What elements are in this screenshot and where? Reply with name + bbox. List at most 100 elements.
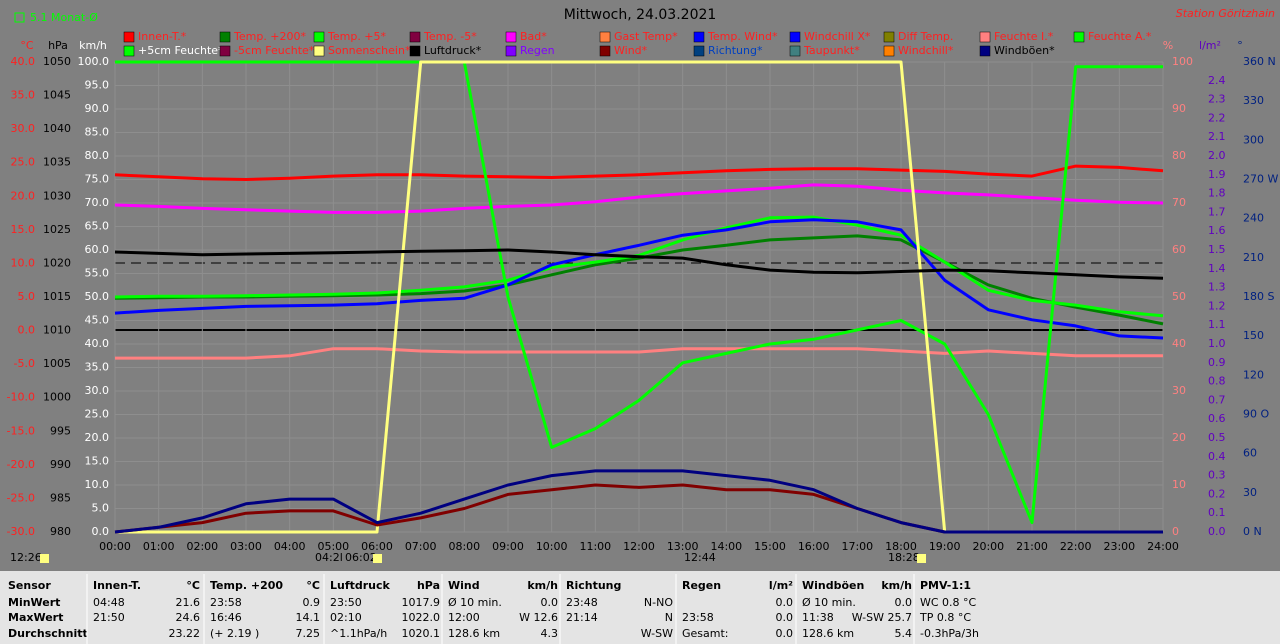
cell-right: W 12.6 <box>519 611 558 624</box>
y-tick-label: 0.0 <box>92 525 110 538</box>
legend-label: Innen-T.* <box>138 30 187 43</box>
y-tick-label: -20.0 <box>7 458 35 471</box>
y-tick-label: 80.0 <box>85 149 110 162</box>
col-header: PMV-1:1 <box>920 579 971 592</box>
y-tick-label: 70.0 <box>85 196 110 209</box>
legend-label: Gast Temp* <box>614 30 678 43</box>
y-tick-label: 2.0 <box>1208 149 1226 162</box>
y-tick-label: 95.0 <box>85 79 110 92</box>
legend-swatch <box>883 31 895 43</box>
legend-label: Windchill* <box>898 44 954 57</box>
y-tick-label: 25.0 <box>85 408 110 421</box>
series-line <box>115 347 1163 360</box>
row-label: MaxWert <box>8 611 63 624</box>
y-tick-label: 0.2 <box>1208 487 1226 500</box>
y-tick-label: -15.0 <box>7 424 35 437</box>
x-tick-label: 14:00 <box>710 540 742 553</box>
y-tick-label: 40 <box>1172 337 1186 350</box>
y-tick-label: 1.9 <box>1208 168 1226 181</box>
legend-swatch <box>313 45 325 57</box>
x-tick-label: 08:00 <box>448 540 480 553</box>
y-tick-label: 50 <box>1172 290 1186 303</box>
cell-left: ^1.1hPa/h <box>330 627 387 640</box>
cell-right: 0.0 <box>776 596 794 609</box>
cell-left: 21:14 <box>566 611 598 624</box>
cell: -0.3hPa/3h <box>920 627 979 640</box>
y-tick-label: 985 <box>50 491 71 504</box>
cell-left: (+ 2.19 ) <box>210 627 259 640</box>
y-tick-label: 995 <box>50 424 71 437</box>
legend-label: Taupunkt* <box>803 44 860 57</box>
y-tick-label: 0.9 <box>1208 356 1226 369</box>
legend-label: Sonnenschein* <box>328 44 411 57</box>
x-tick-label: 03:00 <box>230 540 262 553</box>
y-tick-label: 5.0 <box>92 502 110 515</box>
cell-left: Gesamt: <box>682 627 729 640</box>
axis-unit: % <box>1163 39 1173 52</box>
cell: WC 0.8 °C <box>920 596 977 609</box>
x-tick-label: 18:00 <box>885 540 917 553</box>
y-tick-label: 10.0 <box>85 478 110 491</box>
cell-right: 0.0 <box>776 611 794 624</box>
y-tick-label: 60 <box>1243 447 1257 460</box>
x-tick-label: 16:00 <box>798 540 830 553</box>
series-line <box>114 218 1164 340</box>
cell-right: 24.6 <box>176 611 201 624</box>
y-tick-label: 100.0 <box>78 55 110 68</box>
y-tick-label: 40.0 <box>85 337 110 350</box>
y-tick-label: 120 <box>1243 368 1264 381</box>
cell-right: 1020.1 <box>402 627 441 640</box>
y-tick-label: 1.5 <box>1208 243 1226 256</box>
sunset: 18:28 <box>888 551 920 564</box>
col-header: Regen <box>682 579 721 592</box>
cell-left: 16:46 <box>210 611 242 624</box>
x-tick-label: 22:00 <box>1060 540 1092 553</box>
cell-right: N <box>665 611 673 624</box>
axis-unit: ° <box>1237 39 1243 52</box>
col-header: Innen-T. <box>93 579 141 592</box>
x-tick-label: 10:00 <box>536 540 568 553</box>
legend-swatch <box>693 31 705 43</box>
legend-label: Regen <box>520 44 555 57</box>
legend-swatch <box>979 31 991 43</box>
y-tick-label: 1010 <box>43 324 71 337</box>
y-tick-label: 20 <box>1172 431 1186 444</box>
y-tick-label: 1035 <box>43 156 71 169</box>
y-tick-label: 1020 <box>43 256 71 269</box>
y-tick-label: 0.7 <box>1208 393 1226 406</box>
y-tick-label: 1025 <box>43 223 71 236</box>
y-tick-label: 85.0 <box>85 126 110 139</box>
y-tick-label: 1050 <box>43 55 71 68</box>
legend-swatch <box>979 45 991 57</box>
y-tick-label: 90.0 <box>85 102 110 115</box>
col-unit: hPa <box>417 579 440 592</box>
cell-right: 23.22 <box>169 627 201 640</box>
cell-right: 4.3 <box>541 627 559 640</box>
cell-right: N-NO <box>644 596 673 609</box>
y-tick-label: 180 S <box>1243 290 1274 303</box>
legend-swatch <box>409 31 421 43</box>
cell-left: 04:48 <box>93 596 125 609</box>
y-tick-label: -5.0 <box>14 357 35 370</box>
axis-unit: l/m² <box>1199 39 1221 52</box>
legend-label: -5cm Feuchte* <box>234 44 315 57</box>
y-tick-label: 15.0 <box>11 223 36 236</box>
cell-right: 1017.9 <box>402 596 441 609</box>
legend-label: Temp. Wind* <box>707 30 778 43</box>
x-tick-label: 21:00 <box>1016 540 1048 553</box>
y-tick-label: 65.0 <box>85 220 110 233</box>
y-tick-label: 90 <box>1172 102 1186 115</box>
legend-label: Windböen* <box>994 44 1055 57</box>
cell-left: 23:50 <box>330 596 362 609</box>
y-tick-label: 150 <box>1243 329 1264 342</box>
x-tick-label: 23:00 <box>1103 540 1135 553</box>
sun-icon <box>40 554 49 563</box>
legend-label: Richtung* <box>708 44 763 57</box>
x-tick-label: 01:00 <box>143 540 175 553</box>
y-tick-label: 1.7 <box>1208 205 1226 218</box>
y-tick-label: 20.0 <box>11 189 36 202</box>
title: Mittwoch, 24.03.2021 <box>564 7 717 23</box>
cell-right: W-SW 25.7 <box>852 611 912 624</box>
y-tick-label: 360 N <box>1243 55 1276 68</box>
